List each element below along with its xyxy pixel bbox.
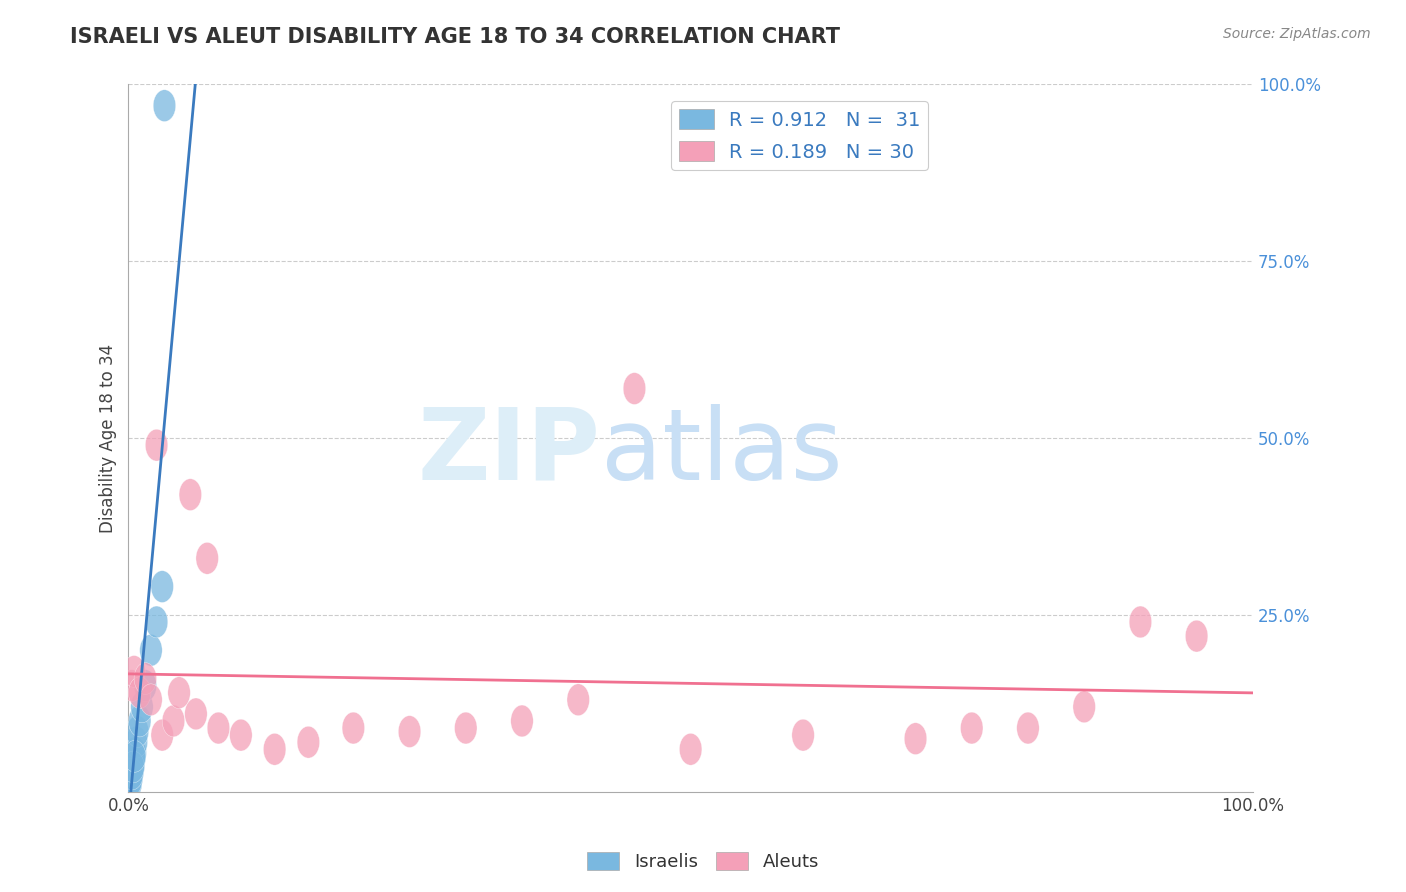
Ellipse shape	[398, 715, 420, 747]
Ellipse shape	[121, 756, 143, 788]
Ellipse shape	[120, 763, 142, 795]
Ellipse shape	[139, 684, 162, 715]
Ellipse shape	[623, 373, 645, 404]
Ellipse shape	[120, 764, 142, 797]
Ellipse shape	[134, 663, 156, 695]
Ellipse shape	[128, 705, 150, 737]
Ellipse shape	[121, 670, 143, 701]
Legend: R = 0.912   N =  31, R = 0.189   N = 30: R = 0.912 N = 31, R = 0.189 N = 30	[671, 101, 928, 169]
Ellipse shape	[150, 719, 173, 751]
Ellipse shape	[122, 744, 145, 776]
Ellipse shape	[118, 770, 141, 802]
Ellipse shape	[153, 90, 176, 121]
Ellipse shape	[118, 771, 141, 803]
Ellipse shape	[567, 684, 589, 715]
Ellipse shape	[1185, 620, 1208, 652]
Ellipse shape	[120, 765, 142, 797]
Ellipse shape	[1129, 606, 1152, 638]
Ellipse shape	[510, 705, 533, 737]
Ellipse shape	[118, 773, 141, 805]
Ellipse shape	[127, 715, 149, 747]
Ellipse shape	[122, 753, 145, 785]
Ellipse shape	[128, 677, 150, 708]
Ellipse shape	[121, 760, 143, 792]
Ellipse shape	[145, 606, 167, 638]
Legend: Israelis, Aleuts: Israelis, Aleuts	[579, 845, 827, 879]
Ellipse shape	[162, 705, 184, 737]
Ellipse shape	[125, 726, 148, 758]
Text: ZIP: ZIP	[418, 404, 600, 500]
Text: ISRAELI VS ALEUT DISABILITY AGE 18 TO 34 CORRELATION CHART: ISRAELI VS ALEUT DISABILITY AGE 18 TO 34…	[70, 27, 841, 46]
Ellipse shape	[904, 723, 927, 755]
Ellipse shape	[124, 737, 146, 769]
Ellipse shape	[167, 677, 190, 708]
Ellipse shape	[1017, 712, 1039, 744]
Ellipse shape	[960, 712, 983, 744]
Ellipse shape	[792, 719, 814, 751]
Ellipse shape	[195, 542, 218, 574]
Ellipse shape	[139, 634, 162, 666]
Ellipse shape	[118, 772, 141, 804]
Ellipse shape	[120, 767, 142, 799]
Ellipse shape	[179, 479, 201, 510]
Text: Source: ZipAtlas.com: Source: ZipAtlas.com	[1223, 27, 1371, 41]
Ellipse shape	[150, 571, 173, 602]
Ellipse shape	[120, 770, 142, 801]
Ellipse shape	[454, 712, 477, 744]
Ellipse shape	[124, 740, 146, 772]
Ellipse shape	[131, 691, 153, 723]
Ellipse shape	[342, 712, 364, 744]
Ellipse shape	[207, 712, 229, 744]
Ellipse shape	[121, 758, 143, 790]
Ellipse shape	[122, 751, 145, 783]
Ellipse shape	[122, 749, 145, 780]
Ellipse shape	[297, 726, 319, 758]
Ellipse shape	[118, 772, 141, 804]
Ellipse shape	[121, 762, 143, 794]
Ellipse shape	[122, 656, 145, 688]
Ellipse shape	[145, 429, 167, 461]
Ellipse shape	[120, 769, 142, 800]
Ellipse shape	[263, 733, 285, 765]
Ellipse shape	[229, 719, 252, 751]
Ellipse shape	[120, 768, 142, 800]
Ellipse shape	[184, 698, 207, 730]
Ellipse shape	[134, 670, 156, 701]
Text: atlas: atlas	[600, 404, 842, 500]
Y-axis label: Disability Age 18 to 34: Disability Age 18 to 34	[100, 343, 117, 533]
Ellipse shape	[1073, 691, 1095, 723]
Ellipse shape	[679, 733, 702, 765]
